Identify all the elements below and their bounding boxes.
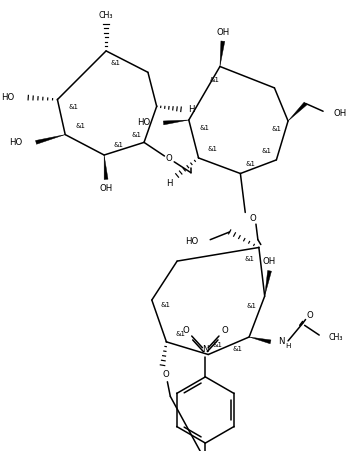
Text: OH: OH [216,28,229,37]
Text: OH: OH [263,256,276,266]
Text: &1: &1 [160,302,171,308]
Text: O: O [162,371,169,379]
Text: &1: &1 [213,342,223,348]
Text: OH: OH [334,109,347,118]
Text: O: O [306,311,313,320]
Text: &1: &1 [262,148,272,154]
Text: &1: &1 [207,146,217,152]
Polygon shape [265,271,271,296]
Text: &1: &1 [245,161,255,167]
Text: &1: &1 [68,104,78,110]
Text: O: O [182,326,189,335]
Text: &1: &1 [199,125,209,131]
Text: &1: &1 [271,126,282,132]
Text: H: H [188,105,194,114]
Text: &1: &1 [114,142,124,149]
Text: N: N [278,337,285,346]
Text: &1: &1 [244,256,254,262]
Text: O: O [221,326,228,335]
Text: HO: HO [185,237,198,246]
Text: HO: HO [137,118,150,128]
Text: H: H [166,179,173,188]
Text: &1: &1 [232,345,243,352]
Text: CH₃: CH₃ [99,11,113,21]
Text: CH₃: CH₃ [329,333,343,341]
Text: &1: &1 [209,77,219,83]
Polygon shape [249,337,271,344]
Text: O: O [250,214,256,223]
Text: O: O [166,154,173,164]
Text: &1: &1 [246,303,256,309]
Text: H: H [285,343,291,349]
Text: &1: &1 [111,59,121,66]
Polygon shape [163,120,189,125]
Text: &1: &1 [76,123,86,129]
Text: OH: OH [100,184,113,192]
Text: &1: &1 [131,132,141,138]
Text: N: N [202,345,208,354]
Polygon shape [35,135,65,144]
Polygon shape [288,102,307,121]
Polygon shape [104,155,108,180]
Text: &1: &1 [175,331,185,337]
Text: HO: HO [9,138,22,147]
Text: HO: HO [1,93,15,102]
Polygon shape [220,41,225,66]
